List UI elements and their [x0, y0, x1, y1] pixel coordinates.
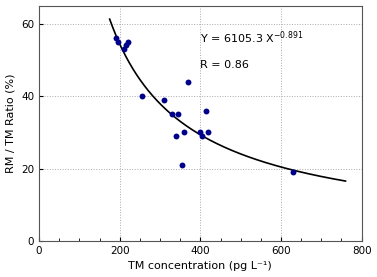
Point	[121, 47, 127, 51]
Point	[205, 130, 211, 135]
Point	[113, 36, 119, 40]
Point	[175, 112, 181, 116]
Point	[185, 79, 191, 84]
X-axis label: TM concentration (pg L⁻¹): TM concentration (pg L⁻¹)	[129, 261, 272, 271]
Point	[197, 130, 203, 135]
Point	[179, 163, 185, 167]
Point	[169, 112, 175, 116]
Point	[139, 94, 145, 98]
Point	[290, 170, 296, 175]
Point	[199, 134, 205, 138]
Point	[161, 98, 167, 102]
Point	[123, 43, 129, 48]
Point	[115, 40, 121, 44]
Text: Y = 6105.3 X$^{-0.891}$: Y = 6105.3 X$^{-0.891}$	[200, 29, 303, 46]
Text: R = 0.86: R = 0.86	[200, 60, 249, 70]
Point	[204, 108, 210, 113]
Y-axis label: RM / TM Ratio (%): RM / TM Ratio (%)	[6, 73, 15, 173]
Point	[181, 130, 187, 135]
Point	[173, 134, 179, 138]
Point	[125, 40, 131, 44]
